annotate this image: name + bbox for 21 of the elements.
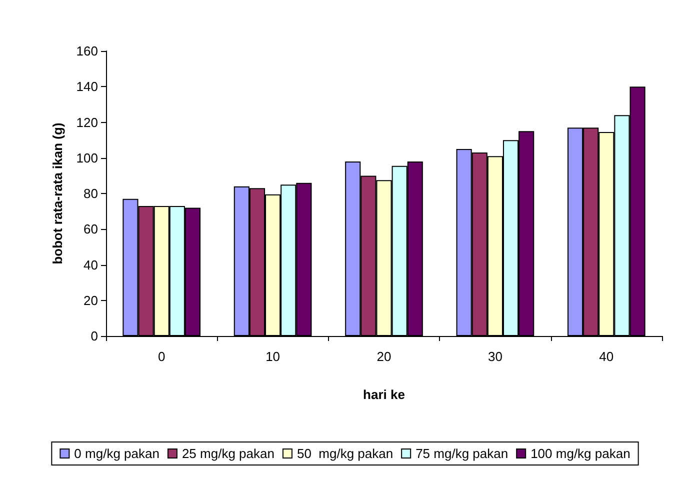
legend-label: 50 mg/kg pakan — [296, 446, 394, 461]
x-tick-label: 30 — [488, 349, 502, 364]
y-tick-label: 20 — [84, 292, 98, 308]
legend-label: 25 mg/kg pakan — [182, 446, 274, 461]
y-tick-label: 40 — [84, 257, 98, 272]
x-axis-title: hari ke — [363, 387, 405, 402]
y-tick-label: 120 — [76, 114, 98, 130]
y-axis-title: bobot rata-rata ikan (g) — [50, 122, 65, 264]
y-tick-label: 100 — [76, 150, 98, 166]
y-tick-label: 0 — [90, 328, 98, 344]
y-tick-label: 140 — [76, 79, 98, 94]
y-tick-label: 60 — [84, 222, 98, 237]
x-tick-label: 40 — [599, 349, 614, 364]
x-tick-label: 20 — [376, 349, 392, 364]
x-tick-label: 0 — [158, 349, 166, 364]
legend-label: 0 mg/kg pakan — [74, 446, 160, 461]
legend-label: 75 mg/kg pakan — [416, 446, 508, 461]
x-tick-label: 10 — [266, 349, 280, 364]
legend-label: 100 mg/kg pakan — [530, 446, 630, 461]
y-tick-label: 160 — [76, 44, 98, 58]
y-tick-label: 80 — [84, 186, 98, 201]
